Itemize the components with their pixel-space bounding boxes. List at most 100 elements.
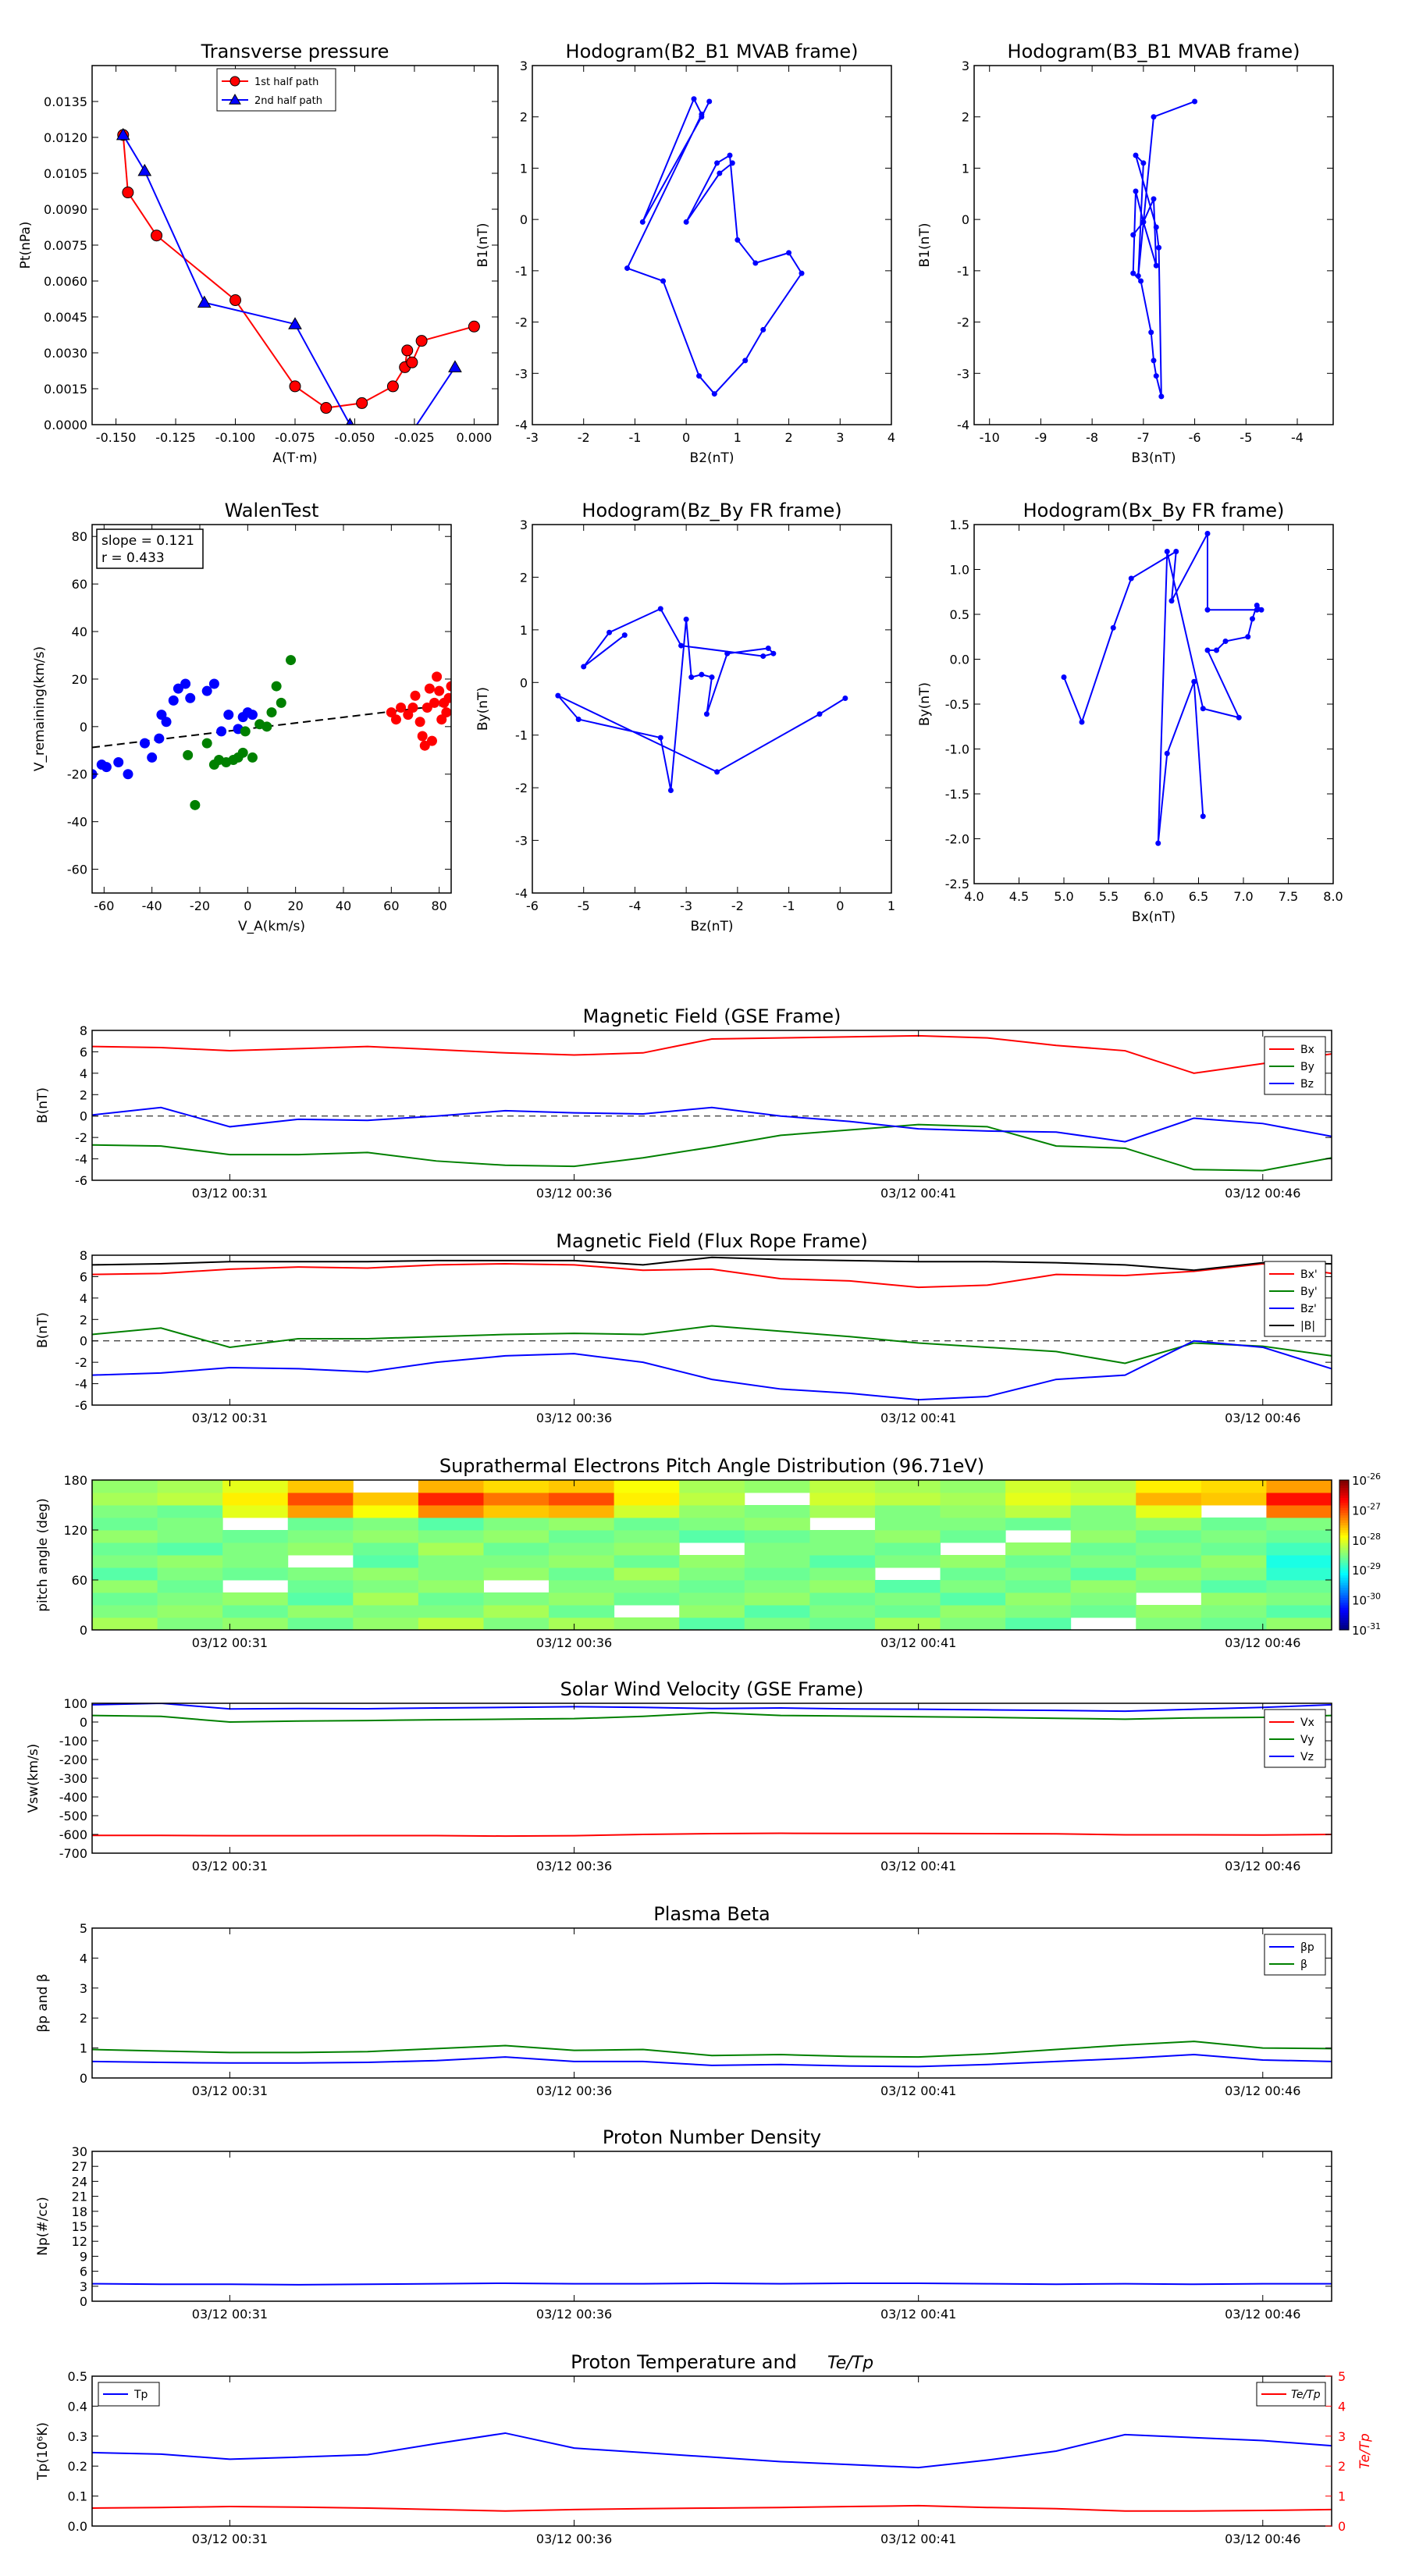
data-point bbox=[173, 683, 183, 694]
y-tick-label: 0.3 bbox=[68, 2429, 87, 2444]
y-tick-label: 12 bbox=[72, 2234, 87, 2249]
heatmap-cell bbox=[157, 1480, 223, 1493]
heatmap-cell bbox=[1136, 1617, 1202, 1630]
heatmap-cell bbox=[614, 1517, 680, 1531]
heatmap-cell bbox=[353, 1517, 419, 1531]
plot-area bbox=[92, 1256, 1332, 1401]
x-tick-label: -0.050 bbox=[335, 430, 375, 445]
data-point bbox=[1164, 549, 1170, 554]
colorbar-step bbox=[1339, 1522, 1349, 1526]
y-tick-label: 0 bbox=[80, 2294, 87, 2309]
x-tick-label: -0.125 bbox=[155, 430, 196, 445]
y-tick-label: 0 bbox=[80, 2071, 87, 2086]
y-tick-label: -0.5 bbox=[945, 697, 969, 712]
y-tick-label: 1 bbox=[520, 161, 528, 176]
data-point bbox=[1153, 262, 1159, 269]
y-tick-label: -2 bbox=[515, 781, 528, 795]
chart-title: Hodogram(Bx_By FR frame) bbox=[1023, 500, 1285, 521]
legend-box bbox=[1264, 1934, 1326, 1976]
colorbar-step bbox=[1339, 1585, 1349, 1589]
y-tick-label: 2 bbox=[520, 570, 528, 585]
x-tick-label: 03/12 00:41 bbox=[880, 1186, 956, 1201]
heatmap-cell bbox=[614, 1480, 680, 1493]
data-point bbox=[581, 664, 587, 670]
heatmap-cell bbox=[679, 1517, 745, 1531]
x-tick-label: -9 bbox=[1034, 430, 1047, 445]
data-point bbox=[683, 616, 689, 622]
data-point bbox=[223, 710, 234, 720]
heatmap-cell bbox=[874, 1555, 941, 1568]
x-tick-label: 0 bbox=[682, 430, 690, 445]
x-tick-label: -2 bbox=[731, 898, 744, 913]
heatmap-cell bbox=[744, 1555, 810, 1568]
data-point bbox=[286, 655, 297, 666]
data-point bbox=[1061, 674, 1067, 680]
x-tick-label: 03/12 00:31 bbox=[192, 1635, 268, 1650]
heatmap-cell bbox=[1266, 1555, 1332, 1568]
chart-title: Transverse pressure bbox=[201, 41, 389, 62]
data-point bbox=[799, 270, 805, 276]
colorbar-step bbox=[1339, 1527, 1349, 1531]
y-tick-label: 120 bbox=[63, 1523, 87, 1538]
y2-tick-label: 0 bbox=[1338, 2519, 1346, 2534]
data-point bbox=[678, 642, 685, 649]
data-point bbox=[414, 717, 425, 728]
heatmap-cell bbox=[418, 1580, 484, 1593]
x-tick-label: -0.150 bbox=[96, 430, 137, 445]
x-tick-label: 03/12 00:41 bbox=[880, 1635, 956, 1650]
panel-temp: Proton Temperature and 03/12 00:31 03/12 0… bbox=[35, 2351, 1373, 2546]
x-axis-label: Bx(nT) bbox=[1132, 909, 1176, 925]
series-line bbox=[92, 1703, 1332, 1713]
y-tick-label: 0.0000 bbox=[44, 418, 87, 432]
y-tick-label: 4 bbox=[80, 1951, 87, 1966]
heatmap-cell bbox=[483, 1493, 550, 1506]
data-point bbox=[639, 219, 646, 225]
colorbar-step bbox=[1339, 1517, 1349, 1521]
y-tick-label: 60 bbox=[72, 577, 87, 592]
y-tick-label: 0.0120 bbox=[44, 130, 87, 145]
data-point bbox=[216, 726, 227, 737]
y-tick-label: 0 bbox=[80, 1715, 87, 1730]
data-point bbox=[468, 320, 480, 333]
y-tick-label: 9 bbox=[80, 2249, 87, 2264]
y-tick-label: -4 bbox=[75, 1377, 87, 1392]
heatmap-cell bbox=[1200, 1592, 1267, 1606]
heatmap-cell bbox=[157, 1493, 223, 1506]
y-tick-label: 0 bbox=[80, 720, 87, 735]
legend-label: 2nd half path bbox=[254, 95, 322, 107]
y-tick-label: -3 bbox=[957, 366, 969, 381]
colorbar-frame bbox=[1339, 1479, 1350, 1631]
legend-label: 1st half path bbox=[254, 76, 318, 88]
y-tick-label: 0 bbox=[962, 212, 969, 227]
data-point bbox=[1168, 598, 1175, 604]
x-axis-label: B2(nT) bbox=[690, 450, 735, 466]
series-line bbox=[92, 1123, 1332, 1172]
colorbar-step bbox=[1339, 1574, 1349, 1578]
heatmap-cell bbox=[1200, 1542, 1267, 1556]
y-tick-label: 3 bbox=[80, 1981, 87, 1996]
colorbar-step bbox=[1339, 1550, 1349, 1553]
x-axis-label: V_A(km/s) bbox=[238, 919, 305, 934]
colorbar-step bbox=[1339, 1612, 1349, 1616]
legend-label: |B| bbox=[1300, 1320, 1315, 1332]
heatmap-cell bbox=[1266, 1567, 1332, 1581]
y-axis-label: By(nT) bbox=[475, 687, 491, 731]
chart-title: Magnetic Field (GSE Frame) bbox=[583, 1005, 841, 1027]
heatmap-cell bbox=[287, 1493, 354, 1506]
y-tick-label: 40 bbox=[72, 624, 87, 639]
heatmap-cell bbox=[418, 1555, 484, 1568]
heatmap-cell bbox=[744, 1542, 810, 1556]
heatmap-cell bbox=[1005, 1617, 1072, 1630]
heatmap-cell bbox=[549, 1530, 615, 1543]
data-point bbox=[289, 380, 301, 393]
heatmap-cell bbox=[157, 1517, 223, 1531]
heatmap-cell bbox=[92, 1592, 158, 1606]
heatmap-cell bbox=[287, 1505, 354, 1518]
heatmap-cell bbox=[1005, 1542, 1072, 1556]
series-line bbox=[92, 2041, 1332, 2058]
x-tick-label: 03/12 00:46 bbox=[1225, 2532, 1300, 2546]
data-point bbox=[714, 160, 720, 166]
x-tick-label: -3 bbox=[526, 430, 539, 445]
panel-hxy: Hodogram(Bx_By FR frame) 4.0 4.5 5.0 5.5 6.0 6… bbox=[917, 500, 1343, 925]
data-point bbox=[183, 749, 194, 760]
